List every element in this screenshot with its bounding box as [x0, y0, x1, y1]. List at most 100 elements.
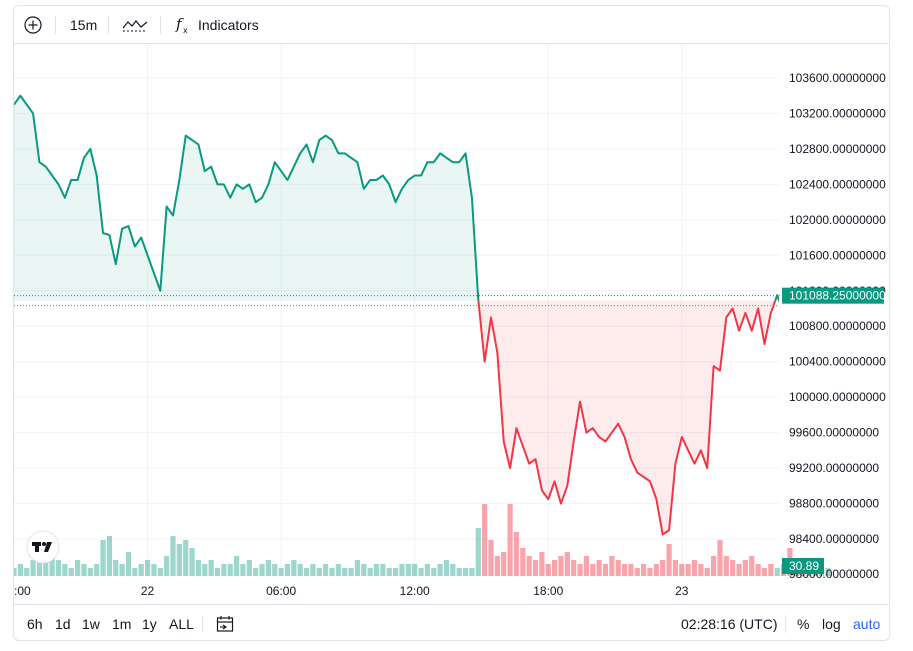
auto-scale-button[interactable]: auto	[853, 605, 880, 640]
x-tick-label: 06:00	[266, 584, 296, 598]
volume-bar	[189, 548, 195, 576]
y-tick-label: 103600.00000000	[789, 71, 886, 85]
last-price-label: 101088.25000000	[789, 289, 886, 303]
volume-bar	[195, 560, 202, 576]
volume-bar	[138, 564, 144, 576]
volume-bar	[494, 556, 500, 576]
x-tick-label: 22	[141, 584, 155, 598]
volume-bar	[278, 568, 284, 576]
volume-bar	[68, 568, 74, 576]
volume-bar	[221, 564, 227, 576]
range-label: 1y	[142, 615, 157, 632]
volume-bar	[303, 568, 310, 576]
toolbar-divider	[202, 615, 203, 633]
volume-bar	[202, 564, 208, 576]
clock-label: 02:28:16 (UTC)	[681, 615, 778, 632]
toolbar-divider	[55, 16, 56, 34]
volume-bar	[507, 504, 513, 576]
volume-bar	[157, 568, 163, 576]
y-tick-label: 98800.00000000	[789, 497, 879, 511]
volume-bar	[367, 568, 373, 576]
volume-bar	[373, 564, 380, 576]
volume-bar	[424, 564, 430, 576]
x-tick-label: 23	[675, 584, 689, 598]
volume-bar	[456, 568, 462, 576]
range-1m-button[interactable]: 1m	[112, 605, 131, 640]
volume-bar	[736, 564, 742, 576]
interval-button[interactable]: 15m	[70, 6, 97, 43]
y-tick-label: 100800.00000000	[789, 319, 886, 333]
volume-bar	[14, 568, 17, 576]
volume-bar	[520, 548, 526, 576]
date-range-button[interactable]	[214, 605, 236, 640]
volume-bar	[418, 568, 424, 576]
volume-bar	[431, 568, 437, 576]
add-symbol-button[interactable]	[22, 6, 44, 43]
volume-label: 30.89	[789, 559, 819, 573]
svg-text:x: x	[183, 26, 188, 35]
area-fill-below	[14, 300, 779, 535]
volume-bar	[443, 560, 450, 576]
volume-bar	[513, 532, 520, 576]
range-1d-button[interactable]: 1d	[55, 605, 71, 640]
volume-bar	[342, 568, 348, 576]
y-tick-label: 102400.00000000	[789, 177, 886, 191]
volume-bar	[539, 552, 545, 576]
volume-bar	[399, 564, 405, 576]
volume-bar	[55, 560, 62, 576]
volume-bar	[634, 568, 640, 576]
range-6h-button[interactable]: 6h	[27, 605, 43, 640]
toolbar-divider	[160, 16, 161, 34]
volume-bar	[653, 564, 659, 576]
log-label: log	[822, 615, 841, 632]
log-scale-button[interactable]: log	[822, 605, 841, 640]
indicators-label: Indicators	[198, 16, 259, 33]
svg-text:f: f	[175, 15, 184, 33]
volume-bar	[774, 568, 780, 576]
volume-bar	[316, 568, 322, 576]
volume-bar	[284, 564, 291, 576]
volume-bar	[75, 560, 81, 576]
y-tick-label: 98400.00000000	[789, 532, 879, 546]
volume-bar	[380, 564, 386, 576]
volume-bar	[590, 564, 596, 576]
volume-bar	[596, 560, 602, 576]
volume-bar	[361, 564, 367, 576]
price-chart[interactable]: 103600.00000000 103200.00000000 102800.000…	[14, 6, 890, 604]
logo-shape	[44, 542, 52, 552]
utc-clock[interactable]: 02:28:16 (UTC)	[681, 605, 778, 640]
volume-bar	[151, 564, 157, 576]
volume-bar	[755, 564, 761, 576]
indicators-button[interactable]: f x Indicators	[174, 6, 259, 43]
volume-bar	[227, 564, 233, 576]
volume-bar	[81, 564, 87, 576]
range-1w-button[interactable]: 1w	[82, 605, 100, 640]
volume-bar	[386, 568, 392, 576]
x-tick-label: 18:00	[533, 584, 563, 598]
volume-bar	[272, 564, 278, 576]
range-1y-button[interactable]: 1y	[142, 605, 157, 640]
chart-type-button[interactable]	[122, 6, 148, 43]
volume-bar	[310, 564, 316, 576]
volume-bar	[660, 560, 666, 576]
volume-bar	[164, 556, 170, 576]
percent-label: %	[797, 615, 810, 632]
volume-bar	[208, 560, 214, 576]
volume-bar	[501, 552, 507, 576]
volume-bar	[825, 568, 831, 576]
y-tick-label: 100000.00000000	[789, 390, 886, 404]
tradingview-logo-icon[interactable]	[26, 530, 60, 564]
volume-bar	[749, 556, 755, 576]
top-toolbar: 15m f x Indicators	[14, 6, 889, 44]
interval-label: 15m	[70, 16, 98, 33]
bottom-toolbar: 6h 1d 1w 1m 1y ALL 02:28:16 (UTC) % log …	[14, 604, 889, 640]
range-all-button[interactable]: ALL	[169, 605, 194, 640]
volume-bar	[259, 564, 265, 576]
range-label: 1w	[82, 615, 100, 632]
range-label: ALL	[169, 615, 194, 632]
volume-bar	[641, 564, 647, 576]
volume-bar	[437, 564, 443, 576]
percent-scale-button[interactable]: %	[797, 605, 810, 640]
volume-bar	[558, 556, 564, 576]
volume-bar	[132, 568, 138, 576]
